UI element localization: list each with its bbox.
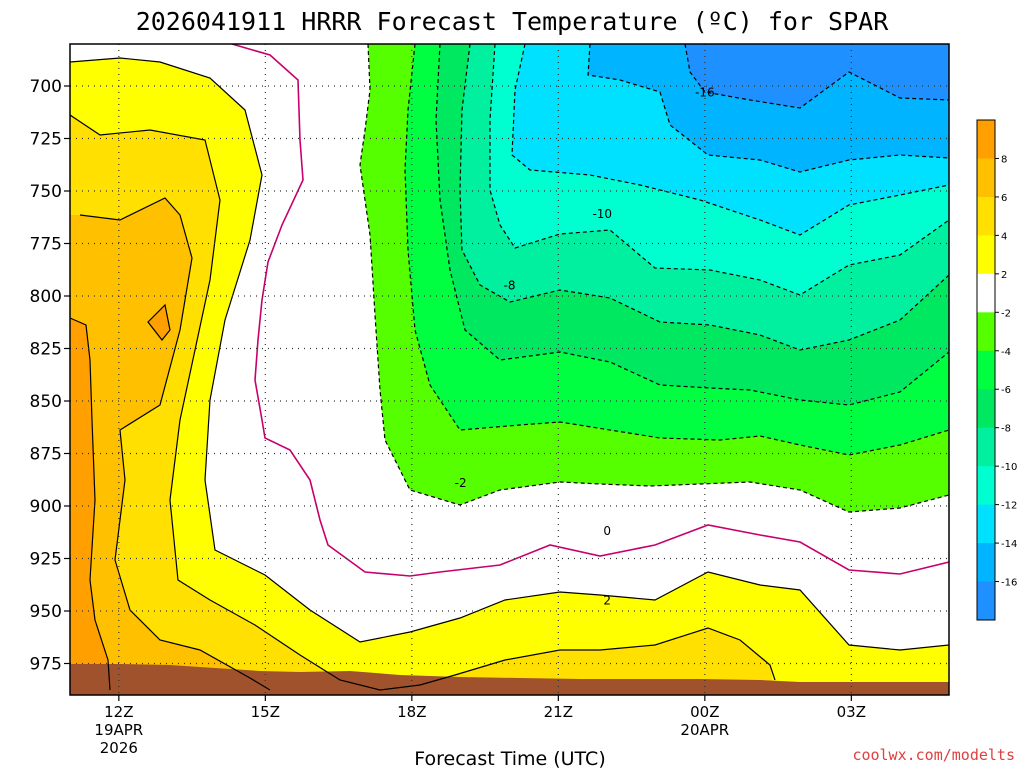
colorbar-swatch [977,235,995,275]
fill-band-minus16 [685,44,949,108]
fill-band-8-island [148,305,170,340]
y-tick-label: 775 [30,235,62,255]
colorbar-tick-label: 8 [1001,154,1007,165]
colorbar-swatch [977,427,995,467]
y-axis: 700 725 750 775 800 825 850 875 900 925 950 975 [30,77,70,675]
colorbar-tick-label: -12 [1001,501,1017,512]
chart-title: 2026041911 HRRR Forecast Temperature (ºC… [136,7,890,36]
colorbar-tick-label: 2 [1001,270,1007,281]
colorbar-swatch [977,273,995,313]
isotherm-2 [70,57,949,651]
isotherm-8 [70,317,111,691]
contour-label: -10 [592,207,612,221]
isotherm-minus4 [404,44,949,456]
colorbar-swatch [977,158,995,198]
credit-text: coolwx.com/modelts [852,746,1015,764]
y-tick-label: 975 [30,655,62,675]
y-tick-label: 700 [30,77,62,97]
x-tick-label: 03Z [837,703,866,721]
colorbar-tick-label: -16 [1001,578,1017,589]
colorbar-tick-label: -14 [1001,539,1017,550]
fill-band-6 [70,198,270,695]
contour-label: 0 [603,524,611,538]
y-tick-label: 875 [30,445,62,465]
contour-label: 2 [603,594,611,608]
colorbar-swatch [977,312,995,352]
isotherm-minus2 [359,44,949,513]
fill-band-8 [70,318,110,695]
y-tick-label: 850 [30,392,62,412]
colorbar-swatch [977,543,995,583]
ground [70,664,949,695]
colorbar-tick-label: -8 [1001,424,1011,435]
isotherm-4 [70,114,776,691]
colorbar-swatch [977,581,995,621]
colorbar-swatch [977,504,995,544]
colorbar-swatch [977,120,995,159]
isotherm-minus14 [587,44,949,173]
isotherm-zero-upper [231,44,949,577]
colorbar-swatch [977,196,995,236]
colorbar: -16 -14 -12 -10 -8 -6 -4 -2 2 4 6 8 [976,119,1017,621]
y-tick-label: 750 [30,182,62,202]
x-tick-date: 19APR [94,721,143,739]
y-tick-label: 725 [30,130,62,150]
colorbar-swatch [977,350,995,390]
y-tick-label: 825 [30,340,62,360]
colorbar-tick-label: 4 [1001,231,1007,242]
colorbar-tick-label: -6 [1001,385,1011,396]
x-tick-label: 00Z [690,703,719,721]
isotherm-8-island [147,303,171,341]
colorbar-tick-label: -4 [1001,347,1011,358]
isotherm-minus10 [489,44,949,296]
x-tick-label: 21Z [544,703,573,721]
x-tick-label: 15Z [251,703,280,721]
contour-label: -16 [695,85,715,99]
contour-label: -8 [504,279,516,293]
x-tick-label: 18Z [397,703,426,721]
contour-label: -2 [455,476,467,490]
isotherm-minus6 [435,44,949,406]
y-tick-label: 950 [30,602,62,622]
colorbar-tick-label: -10 [1001,462,1017,473]
y-tick-label: 900 [30,497,62,517]
x-tick-label: 12Z [104,703,133,721]
plot-frame [69,43,950,696]
contour-labels: -16 -10 -8 -2 0 2 [455,85,715,608]
colorbar-tick-label: 6 [1001,193,1007,204]
x-axis-label: Forecast Time (UTC) [414,748,605,768]
isotherm-minus12 [511,44,949,236]
y-tick-label: 800 [30,287,62,307]
colorbar-swatch [977,466,995,506]
grid-lines [70,44,949,695]
contour-lines [70,44,949,691]
x-tick-year: 2026 [100,739,138,757]
isotherm-6 [79,197,271,691]
x-tick-date: 20APR [680,721,729,739]
colorbar-tick-label: -2 [1001,308,1011,319]
filled-contours [70,44,949,695]
colorbar-frame [976,119,996,621]
colorbar-swatch [977,389,995,429]
y-tick-label: 925 [30,550,62,570]
